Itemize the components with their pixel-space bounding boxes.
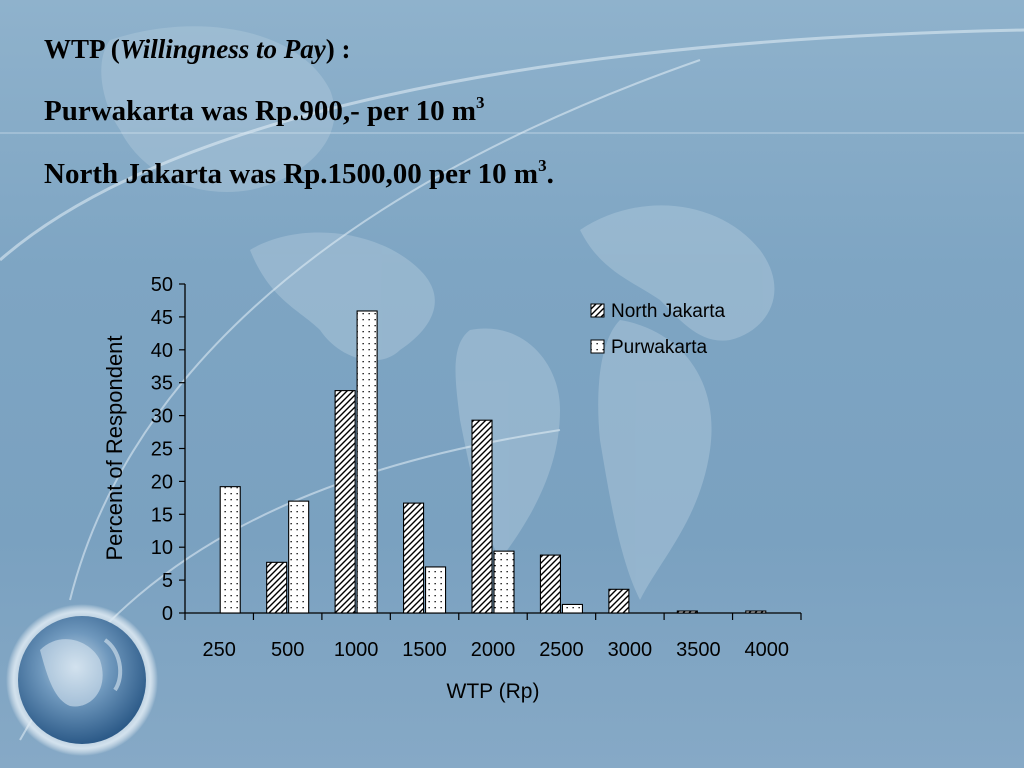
bar-north-jakarta xyxy=(403,502,425,614)
world-map-decoration xyxy=(101,26,775,600)
slide-line-north-jakarta: North Jakarta was Rp.1500,00 per 10 m3. xyxy=(44,156,554,191)
bar-north-jakarta xyxy=(334,390,356,614)
wtp-text-start: WTP ( xyxy=(44,34,120,64)
y-tick-label: 5 xyxy=(162,570,173,592)
legend-label-north-jakarta: North Jakarta xyxy=(611,301,725,322)
x-tick-label: 1500 xyxy=(402,639,447,661)
y-tick-label: 25 xyxy=(151,439,173,461)
bar-purwakarta xyxy=(493,550,515,614)
x-axis-label: WTP (Rp) xyxy=(447,680,540,703)
y-tick-label: 35 xyxy=(151,373,173,395)
bar-purwakarta xyxy=(219,486,241,614)
y-tick-label: 30 xyxy=(151,406,173,428)
wtp-text-end: ) : xyxy=(325,34,351,64)
x-tick-label: 250 xyxy=(203,639,236,661)
x-tick-label: 3500 xyxy=(676,639,721,661)
y-axis-label: Percent of Respondent xyxy=(102,335,127,560)
purwakarta-text: Purwakarta was Rp.900,- per 10 m xyxy=(44,95,477,127)
north-jakarta-superscript: 3 xyxy=(538,156,547,175)
bar-north-jakarta xyxy=(266,561,288,614)
bar-north-jakarta xyxy=(471,419,493,614)
y-tick-label: 20 xyxy=(151,471,173,493)
slide-line-wtp: WTP (Willingness to Pay) : xyxy=(44,34,351,65)
bar-north-jakarta xyxy=(745,610,767,614)
purwakarta-superscript: 3 xyxy=(476,93,485,112)
wtp-italic-text: Willingness to Pay xyxy=(119,34,326,64)
y-tick-label: 45 xyxy=(151,307,173,329)
x-tick-label: 2000 xyxy=(471,639,516,661)
legend-swatch-north-jakarta xyxy=(590,303,605,318)
bar-north-jakarta xyxy=(676,610,698,614)
legend-label-purwakarta: Purwakarta xyxy=(611,337,708,358)
globe-icon xyxy=(6,604,158,756)
y-tick-label: 15 xyxy=(151,504,173,526)
bar-purwakarta xyxy=(356,310,378,614)
x-tick-label: 1000 xyxy=(334,639,379,661)
plot-area: 0 5 10 15 20 25 30 35 40 45 50 250 500 1000 1500 2000 25… xyxy=(151,274,802,661)
slide-line-purwakarta: Purwakarta was Rp.900,- per 10 m3 xyxy=(44,93,485,128)
north-jakarta-text: North Jakarta was Rp.1500,00 per 10 m xyxy=(44,158,539,190)
legend-swatch-purwakarta xyxy=(590,339,605,354)
x-tick-label: 2500 xyxy=(539,639,584,661)
bar-purwakarta xyxy=(425,566,447,614)
bar-purwakarta xyxy=(288,500,310,614)
y-tick-label: 0 xyxy=(162,603,173,625)
y-tick-label: 50 xyxy=(151,274,173,296)
y-tick-label: 40 xyxy=(151,340,173,362)
north-jakarta-end: . xyxy=(546,158,554,190)
x-tick-label: 3000 xyxy=(608,639,653,661)
x-tick-label: 4000 xyxy=(745,639,790,661)
bar-north-jakarta xyxy=(608,588,630,614)
bar-north-jakarta xyxy=(539,554,561,614)
bar-purwakarta xyxy=(561,603,583,614)
y-tick-label: 10 xyxy=(151,537,173,559)
x-tick-label: 500 xyxy=(271,639,304,661)
